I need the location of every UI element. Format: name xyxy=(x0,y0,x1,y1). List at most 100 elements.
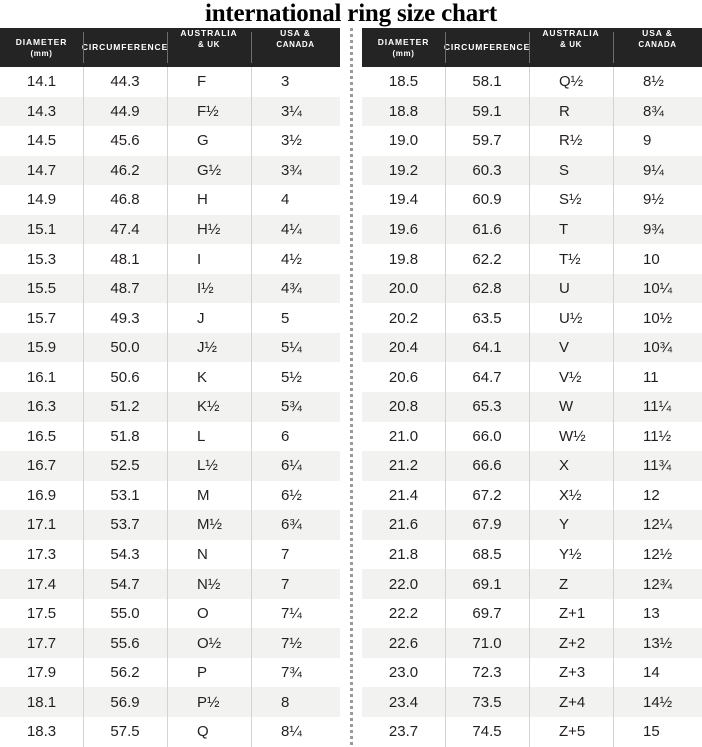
table-row: 22.6 71.0 Z+2 13½ xyxy=(362,628,702,658)
cell-australia-uk: G½ xyxy=(167,155,251,186)
cell-circumference: 45.6 xyxy=(83,126,167,156)
table-row: 15.9 50.0 J½ 5¼ xyxy=(0,332,340,363)
table-row: 17.7 55.6 O½ 7½ xyxy=(0,628,340,658)
cell-usa-canada: 14 xyxy=(613,657,702,688)
table-row: 17.9 56.2 P 7¾ xyxy=(0,657,340,688)
cell-diameter: 18.8 xyxy=(388,102,419,120)
cell-australia-uk: T½ xyxy=(529,244,613,274)
cell-usa-canada: 10 xyxy=(613,244,702,274)
table-row: 21.4 67.2 X½ 12 xyxy=(362,480,702,511)
table-row: 15.1 47.4 H½ 4¼ xyxy=(0,214,340,245)
cell-circumference: 46.8 xyxy=(83,185,167,215)
cell-usa-canada: 11¾ xyxy=(613,451,702,481)
cell-australia-uk: W½ xyxy=(529,421,613,452)
table-row: 16.9 53.1 M 6½ xyxy=(0,480,340,511)
cell-diameter: 15.9 xyxy=(26,339,57,357)
cell-usa-canada: 5½ xyxy=(251,362,340,392)
cell-usa-canada: 13½ xyxy=(613,628,702,658)
left-table-header-row: DIAMETER (mm) CIRCUMFERENCE AUSTRALIA & UK US… xyxy=(0,28,340,67)
cell-usa-canada: 3¼ xyxy=(251,96,340,127)
cell-usa-canada: 3½ xyxy=(251,126,340,156)
table-row: 18.5 58.1 Q½ 8½ xyxy=(362,67,702,97)
cell-circumference: 56.9 xyxy=(83,687,167,717)
cell-usa-canada: 15 xyxy=(613,717,702,747)
cell-usa-canada: 9¼ xyxy=(613,155,702,186)
cell-australia-uk: X xyxy=(529,451,613,481)
cell-diameter: 14.7 xyxy=(26,161,57,179)
cell-australia-uk: U½ xyxy=(529,303,613,333)
cell-diameter: 20.2 xyxy=(388,309,419,327)
cell-usa-canada: 7 xyxy=(251,569,340,599)
cell-usa-canada: 4 xyxy=(251,185,340,215)
cell-diameter: 14.3 xyxy=(26,102,57,120)
cell-australia-uk: N½ xyxy=(167,569,251,599)
cell-diameter: 15.7 xyxy=(26,309,57,327)
dotted-divider-line xyxy=(349,28,353,747)
cell-australia-uk: Z+5 xyxy=(529,717,613,747)
cell-australia-uk: I½ xyxy=(167,273,251,304)
cell-australia-uk: Q xyxy=(167,717,251,747)
cell-australia-uk: G xyxy=(167,126,251,156)
cell-usa-canada: 11½ xyxy=(613,421,702,452)
cell-usa-canada: 8½ xyxy=(613,67,702,97)
table-row: 20.6 64.7 V½ 11 xyxy=(362,362,702,393)
cell-usa-canada: 6¾ xyxy=(251,510,340,540)
cell-australia-uk: P xyxy=(167,657,251,688)
cell-circumference: 69.7 xyxy=(445,598,529,629)
table-row: 18.1 56.9 P½ 8 xyxy=(0,687,340,718)
table-row: 14.3 44.9 F½ 3¼ xyxy=(0,96,340,127)
cell-diameter: 22.2 xyxy=(388,605,419,623)
cell-usa-canada: 8 xyxy=(251,687,340,717)
left-table: DIAMETER (mm) CIRCUMFERENCE AUSTRALIA & UK US… xyxy=(0,28,340,747)
cell-australia-uk: T xyxy=(529,214,613,245)
column-header-sublabel: & UK xyxy=(560,40,582,49)
cell-diameter: 21.6 xyxy=(388,516,419,534)
cell-circumference: 50.0 xyxy=(83,332,167,363)
cell-circumference: 54.3 xyxy=(83,539,167,570)
table-row: 18.8 59.1 R 8¾ xyxy=(362,96,702,127)
table-row: 22.2 69.7 Z+1 13 xyxy=(362,598,702,629)
cell-usa-canada: 14½ xyxy=(613,687,702,717)
cell-usa-canada: 7¾ xyxy=(251,657,340,688)
cell-usa-canada: 9½ xyxy=(613,185,702,215)
cell-diameter: 19.0 xyxy=(388,132,419,150)
cell-circumference: 73.5 xyxy=(445,687,529,717)
cell-usa-canada: 5 xyxy=(251,303,340,333)
left-column-header-diameter: DIAMETER (mm) xyxy=(0,28,83,67)
cell-australia-uk: Z+3 xyxy=(529,657,613,688)
tables-container: DIAMETER (mm) CIRCUMFERENCE AUSTRALIA & UK US… xyxy=(0,28,702,747)
cell-circumference: 62.2 xyxy=(445,244,529,274)
cell-australia-uk: Q½ xyxy=(529,67,613,97)
cell-diameter: 14.1 xyxy=(26,73,57,91)
cell-diameter: 18.1 xyxy=(26,693,57,711)
table-row: 23.0 72.3 Z+3 14 xyxy=(362,657,702,688)
table-row: 18.3 57.5 Q 8¼ xyxy=(0,717,340,747)
cell-circumference: 57.5 xyxy=(83,717,167,747)
cell-circumference: 60.3 xyxy=(445,155,529,186)
cell-australia-uk: R½ xyxy=(529,126,613,156)
cell-australia-uk: W xyxy=(529,392,613,422)
table-row: 17.4 54.7 N½ 7 xyxy=(0,569,340,599)
cell-diameter: 20.0 xyxy=(388,280,419,298)
cell-circumference: 72.3 xyxy=(445,657,529,688)
cell-diameter: 21.4 xyxy=(388,486,419,504)
cell-australia-uk: U xyxy=(529,273,613,304)
cell-circumference: 55.0 xyxy=(83,598,167,629)
table-row: 19.2 60.3 S 9¼ xyxy=(362,155,702,186)
cell-diameter: 21.2 xyxy=(388,457,419,475)
right-table-body: 18.5 58.1 Q½ 8½ 18.8 59.1 R 8¾ 19.0 59.7 R½ 9 19.2 60… xyxy=(362,67,702,747)
cell-circumference: 51.2 xyxy=(83,392,167,422)
table-row: 19.0 59.7 R½ 9 xyxy=(362,126,702,156)
cell-usa-canada: 5¾ xyxy=(251,392,340,422)
table-row: 20.4 64.1 V 10¾ xyxy=(362,332,702,363)
cell-diameter: 20.8 xyxy=(388,398,419,416)
cell-circumference: 55.6 xyxy=(83,628,167,658)
cell-circumference: 51.8 xyxy=(83,421,167,452)
cell-diameter: 17.3 xyxy=(26,546,57,564)
table-row: 22.0 69.1 Z 12¾ xyxy=(362,569,702,599)
cell-circumference: 44.9 xyxy=(83,96,167,127)
cell-australia-uk: O xyxy=(167,598,251,629)
cell-australia-uk: Y½ xyxy=(529,539,613,570)
table-row: 14.1 44.3 F 3 xyxy=(0,67,340,97)
cell-usa-canada: 8¾ xyxy=(613,96,702,127)
